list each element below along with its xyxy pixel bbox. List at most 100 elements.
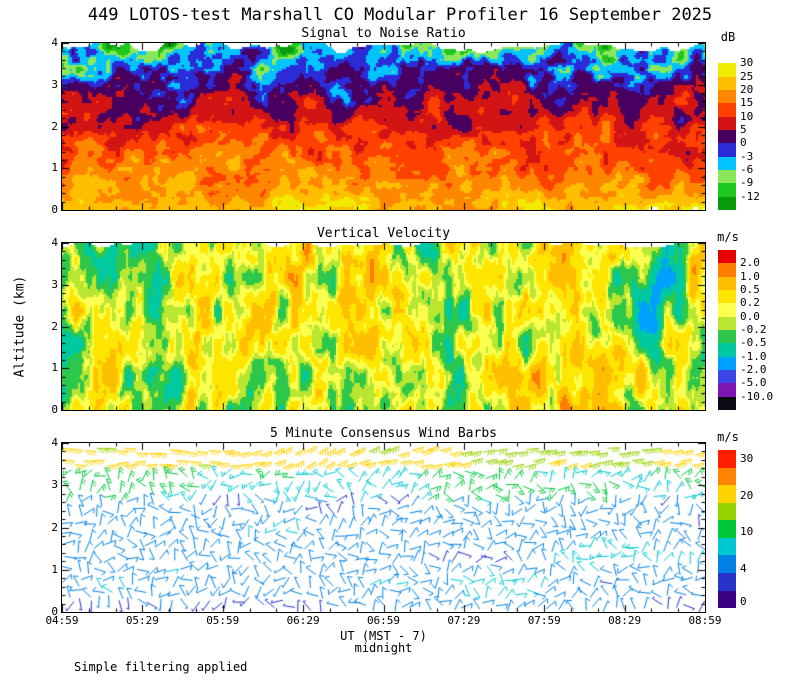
- colorbar-segment: [718, 63, 736, 77]
- colorbar-segment: [718, 450, 736, 468]
- colorbar-label: 30: [740, 56, 754, 70]
- x-tick-label: 07:29: [447, 614, 481, 627]
- y-tick-label: 1: [51, 161, 58, 175]
- colorbar-label: -0.5: [740, 336, 767, 350]
- wind-speed-colorbar: [718, 450, 736, 609]
- y-tick-label: 1: [51, 361, 58, 375]
- colorbar-segment: [718, 590, 736, 609]
- colorbar-label: 4: [740, 561, 747, 575]
- colorbar-segment: [718, 276, 736, 290]
- page-title: 449 LOTOS-test Marshall CO Modular Profi…: [87, 5, 713, 25]
- y-tick-label: 3: [51, 277, 58, 291]
- y-tick-label: 0: [51, 605, 58, 618]
- colorbar-label: 0: [740, 595, 747, 609]
- colorbar-label: 10: [740, 109, 754, 123]
- colorbar-label: -9: [740, 176, 754, 190]
- colorbar-segment: [718, 263, 736, 277]
- x-tick-label: 08:59: [688, 614, 722, 627]
- vv-colorbar-units: m/s: [717, 230, 739, 244]
- colorbar-segment: [718, 303, 736, 317]
- colorbar-segment: [718, 572, 736, 591]
- x-tick-label: 08:29: [608, 614, 642, 627]
- colorbar-segment: [718, 369, 736, 384]
- colorbar-segment: [718, 116, 736, 130]
- x-tick-label: 06:29: [286, 614, 320, 627]
- colorbar-segment: [718, 250, 736, 264]
- x-axis-title: UT (MST - 7): [340, 629, 427, 643]
- windbarb-panel: [61, 442, 706, 613]
- colorbar-segment: [718, 329, 736, 344]
- windbarb-canvas: [62, 443, 705, 612]
- y-tick-label: 3: [51, 478, 58, 492]
- vv-colorbar: [718, 250, 736, 410]
- colorbar-label: 0.0: [740, 309, 760, 323]
- x-tick-label: 04:59: [45, 614, 79, 627]
- colorbar-label: -10.0: [740, 389, 774, 403]
- colorbar-label: 25: [740, 69, 754, 83]
- colorbar-segment: [718, 485, 736, 503]
- vv-heatmap-canvas: [62, 243, 705, 410]
- y-tick-label: 4: [51, 36, 58, 49]
- colorbar-segment: [718, 129, 736, 144]
- snr-panel-title: Signal to Noise Ratio: [301, 26, 466, 41]
- y-tick-label: 2: [51, 319, 58, 333]
- colorbar-label: 0.5: [740, 283, 760, 296]
- snr-heatmap-panel: [61, 42, 706, 211]
- vv-heatmap-panel: [61, 242, 706, 411]
- colorbar-label: 20: [740, 83, 754, 96]
- colorbar-label: 30: [740, 451, 754, 465]
- colorbar-segment: [718, 169, 736, 184]
- y-axis-title: Altitude (km): [12, 275, 28, 378]
- colorbar-segment: [718, 50, 736, 64]
- colorbar-segment: [718, 356, 736, 370]
- colorbar-segment: [718, 103, 736, 117]
- colorbar-label: 0: [740, 136, 747, 150]
- colorbar-label: -5.0: [740, 376, 767, 390]
- vv-panel-title: Vertical Velocity: [316, 226, 451, 241]
- x-tick-label: 07:59: [527, 614, 561, 627]
- colorbar-segment: [718, 555, 736, 573]
- colorbar-segment: [718, 156, 736, 170]
- y-tick-label: 4: [51, 436, 58, 449]
- x-axis-title-midnight: midnight: [354, 641, 413, 655]
- colorbar-segment: [718, 196, 736, 210]
- colorbar-label: 20: [740, 488, 754, 502]
- windbarb-panel-title: 5 Minute Consensus Wind Barbs: [270, 426, 497, 441]
- colorbar-label: 5: [740, 123, 747, 136]
- x-tick-label: 05:29: [125, 614, 159, 627]
- colorbar-segment: [718, 396, 736, 410]
- colorbar-segment: [718, 289, 736, 304]
- colorbar-label: -3: [740, 149, 754, 163]
- colorbar-label: -2.0: [740, 363, 767, 376]
- colorbar-label: 10: [740, 525, 754, 539]
- y-tick-label: 3: [51, 77, 58, 91]
- colorbar-segment: [718, 89, 736, 104]
- x-tick-label: 05:59: [206, 614, 240, 627]
- colorbar-segment: [718, 383, 736, 397]
- snr-colorbar: [718, 50, 736, 210]
- colorbar-label: -12: [740, 189, 760, 203]
- x-tick-label: 06:59: [366, 614, 401, 627]
- y-tick-label: 1: [51, 562, 58, 576]
- y-tick-label: 0: [51, 403, 58, 416]
- colorbar-segment: [718, 502, 736, 521]
- colorbar-segment: [718, 343, 736, 357]
- colorbar-segment: [718, 183, 736, 197]
- colorbar-segment: [718, 76, 736, 90]
- y-tick-label: 2: [51, 520, 58, 534]
- filtering-note: Simple filtering applied: [74, 660, 248, 674]
- colorbar-label: 1.0: [740, 269, 760, 283]
- y-tick-label: 4: [51, 236, 58, 249]
- wind-colorbar-units: m/s: [717, 430, 739, 444]
- colorbar-label: -6: [740, 163, 754, 176]
- snr-colorbar-units: dB: [720, 30, 736, 44]
- colorbar-label: -0.2: [740, 323, 767, 336]
- colorbar-segment: [718, 520, 736, 538]
- colorbar-label: -1.0: [740, 349, 767, 363]
- colorbar-segment: [718, 316, 736, 330]
- colorbar-segment: [718, 467, 736, 486]
- y-tick-label: 0: [51, 203, 58, 216]
- y-tick-label: 2: [51, 119, 58, 133]
- colorbar-label: 15: [740, 96, 754, 110]
- snr-heatmap-canvas: [62, 43, 705, 210]
